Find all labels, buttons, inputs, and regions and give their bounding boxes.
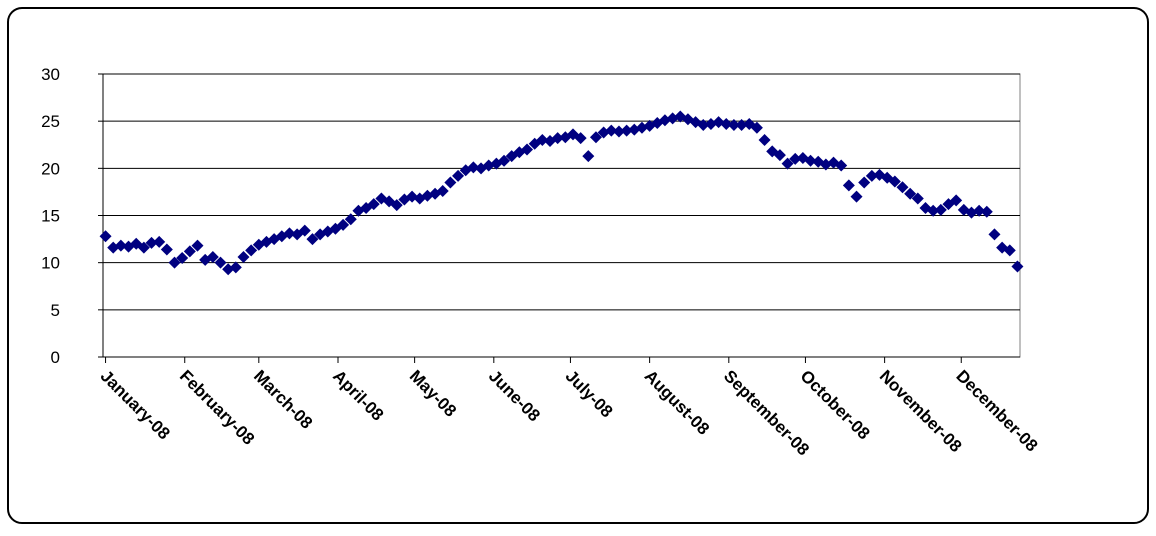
- data-point: [896, 181, 909, 194]
- data-point: [99, 230, 112, 243]
- data-point: [168, 256, 181, 269]
- data-point: [589, 131, 602, 144]
- data-point: [114, 239, 127, 252]
- data-point: [283, 227, 296, 240]
- data-point: [536, 134, 549, 147]
- data-point: [735, 118, 748, 131]
- data-point: [835, 159, 848, 172]
- data-point: [452, 169, 465, 182]
- data-point: [620, 124, 633, 137]
- data-point: [743, 117, 756, 130]
- data-point: [904, 187, 917, 200]
- data-point: [934, 203, 947, 216]
- data-point: [973, 204, 986, 217]
- data-point: [214, 256, 227, 269]
- data-point: [927, 204, 940, 217]
- data-point: [521, 143, 534, 156]
- data-point: [727, 118, 740, 131]
- y-tick-label: 5: [51, 301, 60, 320]
- data-point: [160, 243, 173, 256]
- data-point: [551, 132, 564, 145]
- data-point: [191, 239, 204, 252]
- data-point: [720, 117, 733, 130]
- data-point: [582, 150, 595, 163]
- data-point: [911, 192, 924, 205]
- data-point: [245, 244, 258, 257]
- data-point: [858, 176, 871, 189]
- data-point: [444, 176, 457, 189]
- data-point: [888, 175, 901, 188]
- data-point: [153, 235, 166, 248]
- y-tick-label: 15: [41, 207, 60, 226]
- data-point: [229, 261, 242, 274]
- data-point: [367, 198, 380, 211]
- data-point: [176, 251, 189, 264]
- data-point: [950, 194, 963, 207]
- data-point: [344, 213, 357, 226]
- data-point: [1003, 244, 1016, 257]
- data-point: [697, 118, 710, 131]
- data-point: [804, 154, 817, 167]
- y-tick-label: 0: [51, 348, 60, 367]
- data-point: [145, 236, 158, 249]
- data-point: [781, 157, 794, 170]
- data-point: [842, 179, 855, 192]
- data-point: [1011, 260, 1024, 273]
- data-point: [498, 154, 511, 167]
- data-point: [605, 124, 618, 137]
- data-point: [758, 134, 771, 147]
- data-point: [436, 184, 449, 197]
- data-point: [337, 218, 350, 231]
- data-point: [865, 169, 878, 182]
- y-tick-label: 30: [41, 65, 60, 84]
- data-point: [574, 132, 587, 145]
- data-point: [390, 199, 403, 212]
- y-tick-label: 10: [41, 254, 60, 273]
- data-point: [850, 190, 863, 203]
- data-point: [237, 251, 250, 264]
- data-point: [988, 228, 1001, 241]
- data-point: [298, 224, 311, 237]
- data-point: [773, 149, 786, 162]
- data-point: [750, 121, 763, 134]
- data-point: [306, 233, 319, 246]
- data-point: [612, 125, 625, 138]
- data-point: [467, 161, 480, 174]
- data-point: [183, 245, 196, 258]
- data-point: [206, 251, 219, 264]
- data-point: [980, 205, 993, 218]
- y-tick-label: 20: [41, 159, 60, 178]
- y-tick-label: 25: [41, 112, 60, 131]
- data-point: [789, 152, 802, 165]
- data-point: [137, 241, 150, 254]
